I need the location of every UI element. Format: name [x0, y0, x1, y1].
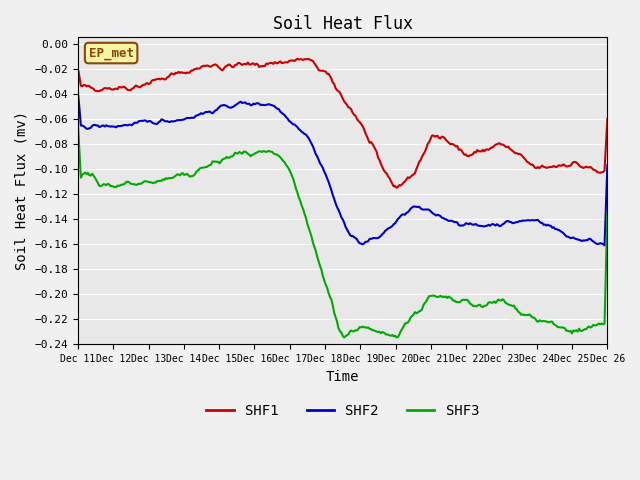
SHF1 — [393, 185, 401, 191]
SHF2 — [255, 101, 263, 107]
SHF1 — [255, 64, 263, 70]
Line: SHF3: SHF3 — [78, 125, 607, 337]
SHF3 — [74, 122, 82, 128]
Title: Soil Heat Flux: Soil Heat Flux — [273, 15, 413, 33]
SHF3 — [604, 209, 611, 215]
SHF2 — [391, 220, 399, 226]
SHF1 — [294, 56, 301, 61]
SHF1 — [604, 116, 611, 122]
SHF3 — [393, 335, 401, 340]
SHF2 — [604, 162, 611, 168]
SHF2 — [582, 237, 590, 243]
SHF2 — [601, 242, 609, 248]
Line: SHF2: SHF2 — [78, 93, 607, 245]
SHF1 — [394, 184, 402, 190]
SHF1 — [340, 98, 348, 104]
Text: EP_met: EP_met — [88, 47, 134, 60]
SHF3 — [584, 324, 591, 330]
SHF2 — [204, 109, 212, 115]
SHF3 — [244, 151, 252, 156]
SHF1 — [585, 165, 593, 170]
SHF2 — [244, 101, 252, 107]
SHF2 — [339, 216, 346, 222]
Legend: SHF1, SHF2, SHF3: SHF1, SHF2, SHF3 — [201, 398, 484, 423]
SHF3 — [255, 148, 263, 154]
X-axis label: Time: Time — [326, 370, 360, 384]
SHF1 — [244, 60, 252, 65]
SHF3 — [204, 163, 212, 169]
SHF1 — [204, 63, 212, 69]
SHF3 — [340, 335, 348, 340]
SHF2 — [74, 90, 82, 96]
Y-axis label: Soil Heat Flux (mv): Soil Heat Flux (mv) — [15, 111, 29, 270]
Line: SHF1: SHF1 — [78, 59, 607, 188]
SHF3 — [339, 333, 346, 338]
SHF1 — [74, 66, 82, 72]
